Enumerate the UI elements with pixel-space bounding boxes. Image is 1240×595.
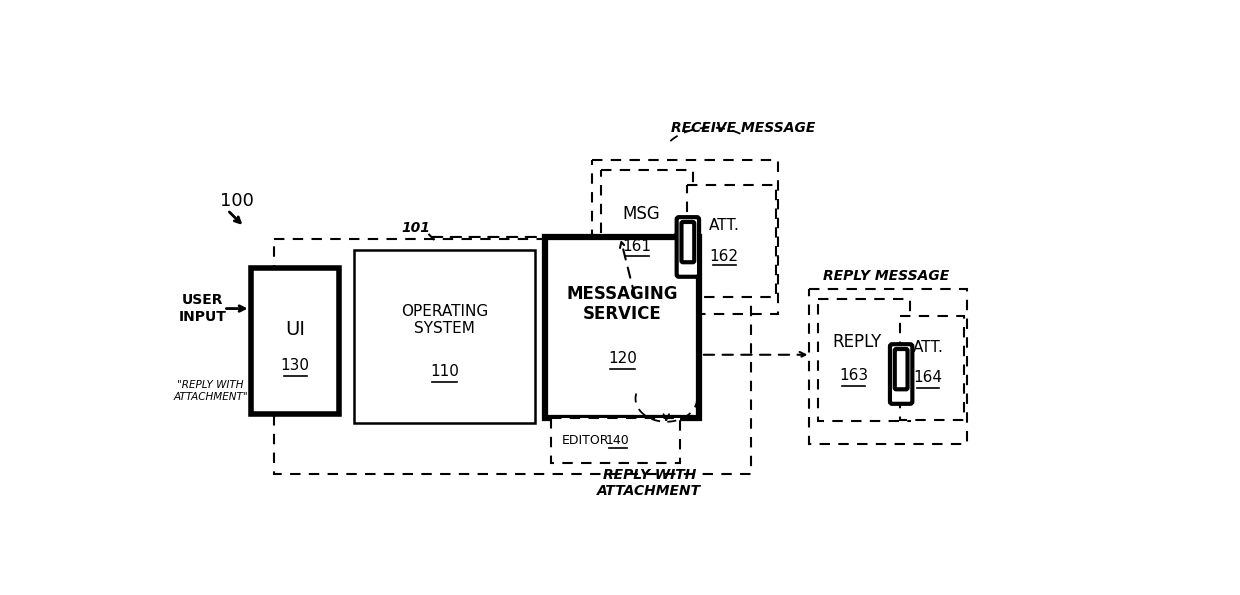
Text: REPLY: REPLY xyxy=(832,333,882,352)
Text: 164: 164 xyxy=(914,370,942,386)
Text: "REPLY WITH
ATTACHMENT": "REPLY WITH ATTACHMENT" xyxy=(174,380,248,402)
Text: 130: 130 xyxy=(280,358,310,373)
Text: REPLY WITH
ATTACHMENT: REPLY WITH ATTACHMENT xyxy=(598,468,702,499)
Bar xyxy=(551,418,681,462)
Bar xyxy=(355,250,536,423)
Bar xyxy=(601,170,693,297)
Text: MSG: MSG xyxy=(622,205,661,223)
Bar xyxy=(250,268,339,414)
Bar xyxy=(808,289,967,444)
Text: UI: UI xyxy=(285,320,305,339)
Text: 163: 163 xyxy=(838,368,868,383)
FancyBboxPatch shape xyxy=(890,345,913,404)
Text: USER
INPUT: USER INPUT xyxy=(179,293,227,324)
Text: 161: 161 xyxy=(622,239,651,255)
FancyBboxPatch shape xyxy=(895,349,908,389)
Bar xyxy=(900,317,963,420)
Text: RECEIVE MESSAGE: RECEIVE MESSAGE xyxy=(671,121,816,134)
FancyBboxPatch shape xyxy=(682,222,694,262)
Text: 162: 162 xyxy=(709,249,739,264)
Text: MESSAGING
SERVICE: MESSAGING SERVICE xyxy=(567,284,678,323)
Bar xyxy=(687,186,776,297)
Text: 101: 101 xyxy=(402,221,430,234)
Text: 100: 100 xyxy=(219,192,253,210)
Text: 120: 120 xyxy=(608,351,637,366)
Text: REPLY MESSAGE: REPLY MESSAGE xyxy=(822,269,949,283)
FancyBboxPatch shape xyxy=(677,217,699,277)
Text: EDITOR: EDITOR xyxy=(562,434,609,447)
Text: ATT.: ATT. xyxy=(913,340,944,355)
Text: 140: 140 xyxy=(606,434,630,447)
Bar xyxy=(818,299,910,421)
Bar xyxy=(591,160,777,314)
Text: OPERATING
SYSTEM: OPERATING SYSTEM xyxy=(401,304,489,336)
Text: 110: 110 xyxy=(430,364,459,379)
Bar xyxy=(274,239,751,474)
Bar xyxy=(546,237,699,418)
Text: ATT.: ATT. xyxy=(708,218,739,233)
